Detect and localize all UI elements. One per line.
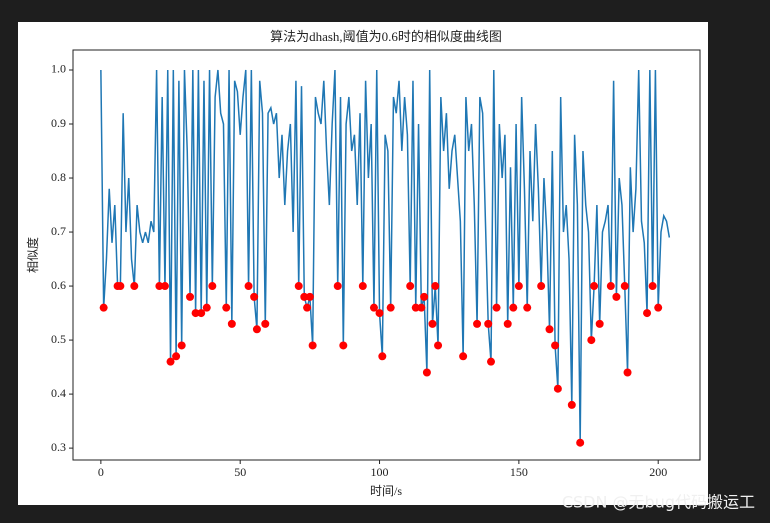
below-threshold-point	[261, 319, 270, 328]
x-tick-label: 100	[371, 465, 389, 479]
below-threshold-point	[386, 303, 395, 312]
y-tick-label: 1.0	[51, 62, 66, 76]
below-threshold-point	[420, 292, 429, 301]
below-threshold-point	[422, 368, 431, 377]
chart-title: 算法为dhash,阈值为0.6时的相似度曲线图	[270, 29, 502, 44]
below-threshold-point	[406, 282, 415, 291]
below-threshold-point	[160, 282, 169, 291]
below-threshold-point	[177, 341, 186, 350]
below-threshold-point	[244, 282, 253, 291]
below-threshold-point	[428, 319, 437, 328]
below-threshold-point	[620, 282, 629, 291]
below-threshold-point	[411, 303, 420, 312]
below-threshold-point	[551, 341, 560, 350]
below-threshold-point	[294, 282, 303, 291]
below-threshold-point	[431, 282, 440, 291]
y-tick-label: 0.8	[51, 170, 66, 184]
below-threshold-point	[155, 282, 164, 291]
below-threshold-point	[339, 341, 348, 350]
below-threshold-point	[197, 309, 206, 318]
y-tick-label: 0.4	[51, 386, 66, 400]
below-threshold-point	[654, 303, 663, 312]
below-threshold-point	[590, 282, 599, 291]
below-threshold-point	[648, 282, 657, 291]
x-tick-label: 200	[649, 465, 667, 479]
below-threshold-point	[172, 352, 181, 361]
below-threshold-point	[166, 357, 175, 366]
below-threshold-point	[250, 292, 259, 301]
below-threshold-point	[545, 325, 554, 334]
watermark: CSDN @无bug代码搬运工	[562, 493, 755, 512]
below-threshold-point	[99, 303, 108, 312]
below-threshold-point	[303, 303, 312, 312]
below-threshold-point	[492, 303, 501, 312]
below-threshold-point	[116, 282, 125, 291]
below-threshold-point	[308, 341, 317, 350]
below-threshold-point	[358, 282, 367, 291]
below-threshold-point	[202, 303, 211, 312]
below-threshold-point	[378, 352, 387, 361]
below-threshold-point	[606, 282, 615, 291]
below-threshold-point	[208, 282, 217, 291]
below-threshold-point	[459, 352, 468, 361]
below-threshold-point	[523, 303, 532, 312]
below-threshold-point	[417, 303, 426, 312]
below-threshold-point	[509, 303, 518, 312]
below-threshold-point	[514, 282, 523, 291]
y-tick-label: 0.6	[51, 278, 66, 292]
below-threshold-point	[484, 319, 493, 328]
below-threshold-point	[305, 292, 314, 301]
below-threshold-point	[587, 336, 596, 345]
axes-frame	[72, 49, 701, 461]
below-threshold-point	[576, 438, 585, 447]
below-threshold-point	[333, 282, 342, 291]
below-threshold-point	[369, 303, 378, 312]
below-threshold-point	[300, 292, 309, 301]
below-threshold-point	[503, 319, 512, 328]
y-tick-label: 0.7	[51, 224, 66, 238]
y-tick-label: 0.3	[51, 440, 66, 454]
below-threshold-point	[643, 309, 652, 318]
x-tick-label: 0	[98, 465, 104, 479]
below-threshold-point	[595, 319, 604, 328]
below-threshold-point	[191, 309, 200, 318]
below-threshold-point	[553, 384, 562, 393]
y-axis-label: 相似度	[25, 237, 40, 273]
below-threshold-point	[252, 325, 261, 334]
below-threshold-point	[222, 303, 231, 312]
below-threshold-point	[567, 400, 576, 409]
below-threshold-point	[612, 292, 621, 301]
x-tick-label: 50	[234, 465, 246, 479]
below-threshold-point	[487, 357, 495, 366]
below-threshold-point	[473, 319, 482, 328]
x-axis-label: 时间/s	[370, 484, 402, 498]
below-threshold-point	[227, 319, 236, 328]
below-threshold-point	[537, 282, 546, 291]
below-threshold-point	[434, 341, 443, 350]
below-threshold-point	[130, 282, 139, 291]
below-threshold-point	[375, 309, 384, 318]
x-tick-label: 150	[510, 465, 528, 479]
below-threshold-point	[186, 292, 195, 301]
y-tick-label: 0.9	[51, 116, 66, 130]
below-threshold-point	[623, 368, 632, 377]
y-tick-label: 0.5	[51, 332, 66, 346]
